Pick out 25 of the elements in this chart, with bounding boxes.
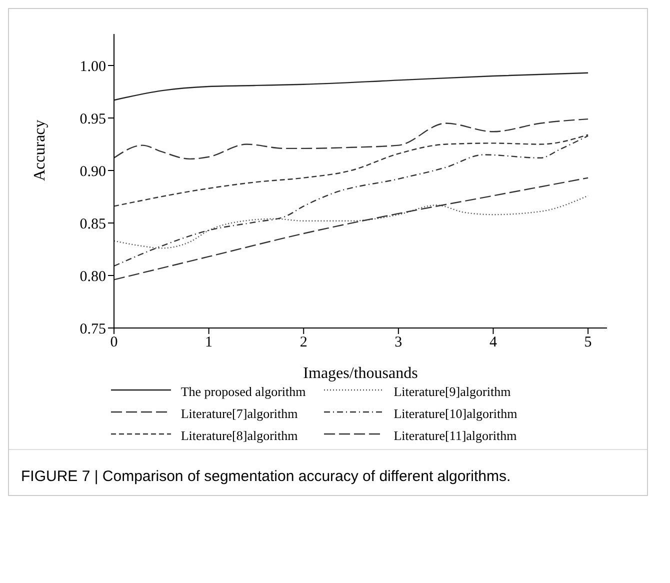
x-tick-label: 5 [584, 334, 592, 351]
y-tick-label: 0.80 [80, 268, 106, 285]
y-tick-label: 1.00 [80, 58, 106, 75]
x-axis-title: Images/thousands [303, 365, 418, 382]
x-tick-label: 0 [110, 334, 118, 351]
y-tick-label: 0.95 [80, 111, 106, 128]
legend-label: Literature[11]algorithm [394, 428, 518, 444]
y-axis-title: Accuracy [32, 120, 49, 181]
y-tick-label: 0.85 [80, 216, 106, 232]
legend-label: Literature[8]algorithm [180, 428, 299, 444]
x-tick-label: 3 [394, 334, 402, 351]
y-tick-label: 0.90 [80, 164, 106, 180]
caption: FIGURE 7 | Comparison of segmentation accuracy of different algorithms. [9, 449, 647, 485]
line-series [114, 118, 589, 160]
x-tick-label: 4 [489, 334, 498, 351]
legend-label: Literature[9]algorithm [394, 384, 512, 400]
legend-label: Literature[10]algorithm [394, 406, 518, 422]
line-series [114, 177, 589, 280]
legend-label: Literature[7]algorithm [180, 406, 299, 422]
line-series [114, 195, 589, 249]
legend-label: The proposed algorithm [180, 384, 306, 400]
line-series [114, 72, 589, 101]
x-tick-label: 1 [205, 334, 213, 351]
x-tick-label: 2 [300, 334, 308, 351]
y-tick-label: 0.75 [80, 321, 106, 338]
